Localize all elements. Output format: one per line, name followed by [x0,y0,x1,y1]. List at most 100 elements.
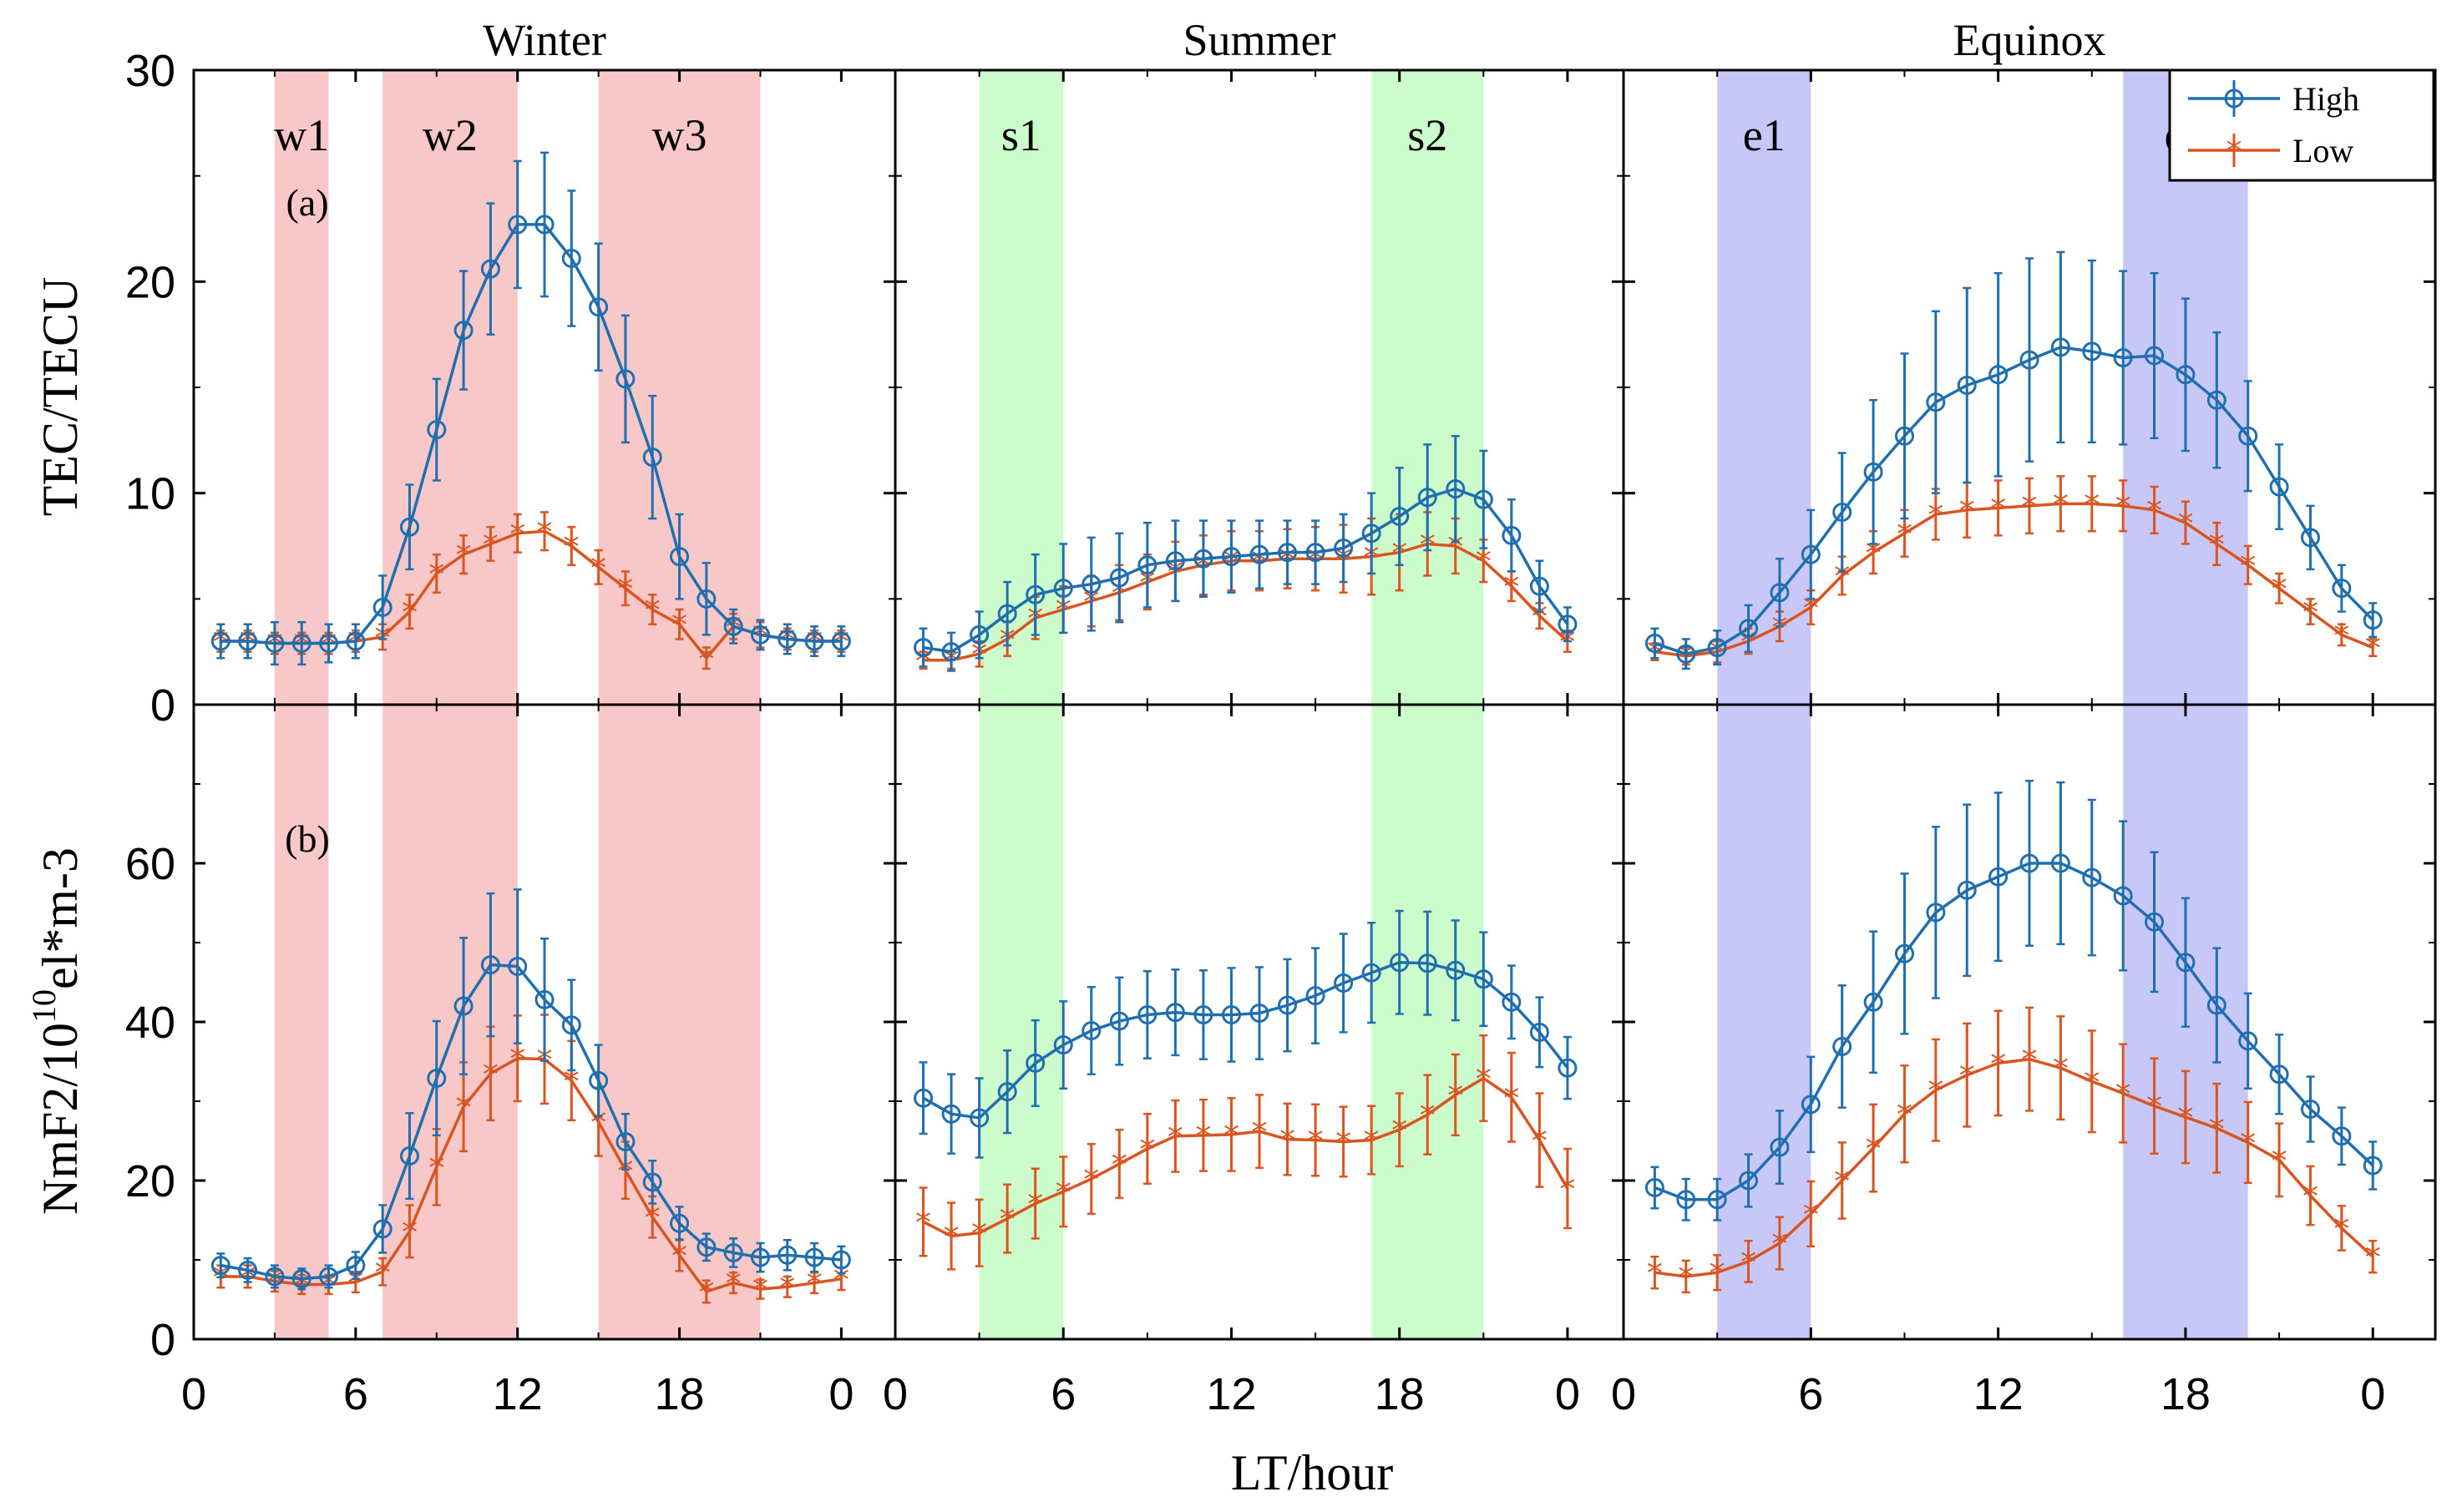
data-point-high [1957,880,1977,900]
data-point-high [210,1256,231,1276]
data-point-low: * [833,1262,849,1298]
data-point-low: * [1223,1117,1239,1154]
data-point-low: * [402,594,418,631]
data-point-high [1417,953,1437,973]
data-point-low: * [698,640,714,677]
data-point-high [238,1260,258,1280]
data-point-high [750,625,770,645]
data-point-low: * [2302,594,2318,631]
data-point-low: * [456,537,472,574]
data-point-low: * [564,528,580,565]
data-point-high [2269,1064,2289,1085]
data-point-high [697,1237,717,1257]
data-point-low: * [1391,1112,1407,1149]
data-point-low: * [2084,1064,2100,1100]
data-point-high [1305,543,1325,563]
data-point-high [778,629,798,649]
data-point-low: * [726,1266,742,1302]
data-point-high [2363,1155,2383,1176]
nmf2-label-suffix: el*m-3 [33,847,88,989]
data-point-low: * [1056,1174,1071,1211]
data-point-high [2238,426,2258,446]
data-point-high [1109,568,1129,588]
data-point-high [1707,1190,1727,1210]
x-tick-label: 0 [1555,1369,1580,1419]
data-point-high [480,259,500,279]
data-point-high [1221,547,1241,567]
nmf2-label-exponent: 10 [25,989,63,1023]
data-point-low: * [2272,571,2287,608]
data-point-low: * [2209,526,2225,563]
data-point-low: * [2177,505,2193,542]
y-tick-label: 0 [150,1315,175,1365]
data-point-high [750,1247,770,1267]
data-point-low: * [1168,1119,1183,1155]
x-tick-label: 0 [2360,1369,2385,1419]
data-point-low: * [2333,617,2349,654]
y-tick-label: 30 [125,46,175,96]
data-point-high [941,642,961,662]
data-point-high [1676,1190,1696,1210]
data-point-low: * [2177,1100,2193,1136]
data-point-high [1249,544,1269,564]
data-point-low: * [2053,1050,2069,1087]
data-point-high [508,215,528,235]
data-point-high [1221,1004,1241,1024]
data-point-low: * [1112,1146,1127,1183]
data-point-high [346,1256,366,1276]
data-point-high [2113,348,2133,368]
data-point-high [1801,1095,1821,1115]
data-point-high [1739,619,1759,639]
data-point-high [804,631,824,651]
data-point-low: * [2272,1142,2287,1179]
data-point-high [2050,337,2070,357]
data-point-high [1926,392,1946,412]
data-point-low: * [1279,1122,1295,1159]
data-point-high [2363,610,2383,630]
legend-box [2168,68,2435,182]
data-point-high [670,547,690,567]
series-line-tec-winter-high [220,223,842,645]
data-point-low: * [428,1150,444,1186]
data-point-high [914,1088,934,1108]
data-point-high [697,589,717,609]
data-point-high [399,1146,419,1166]
data-point-high [1305,986,1325,1006]
data-point-high [1502,525,1522,545]
data-point-high [589,297,609,317]
data-point-low: * [2302,1178,2318,1215]
data-point-low: * [1532,1123,1548,1160]
x-tick-label: 0 [883,1369,908,1419]
data-point-high [1957,375,1977,395]
data-point-low: * [807,1266,823,1302]
data-point-low: * [2240,548,2256,584]
data-point-low: * [1834,1163,1850,1200]
data-point-low: * [1959,1058,1975,1095]
data-point-high [616,369,636,389]
data-point-low: * [2365,1239,2381,1276]
data-point-high [1082,574,1102,594]
data-point-low: * [971,1216,987,1252]
data-point-high [1832,1036,1852,1056]
legend-entry-low: * Low [2188,132,2353,169]
season-title-equinox: Equinox [1953,15,2106,65]
data-point-high [831,631,851,651]
data-point-high [210,631,231,651]
data-point-low: * [617,571,633,608]
data-point-low: * [1559,1171,1575,1208]
data-point-high [1863,992,1883,1012]
data-point-low: * [698,1274,714,1311]
data-point-low: * [645,592,661,629]
season-title-summer: Summer [1183,15,1336,65]
data-point-high [2176,953,2196,973]
data-point-high [2050,853,2070,873]
data-point-low: * [671,1237,687,1274]
data-point-low: * [1420,1097,1436,1134]
data-point-low: * [2115,488,2131,525]
data-point-low: * [1027,1186,1043,1223]
band-label-s1: s1 [1001,110,1041,160]
data-point-low: * [1990,1045,2006,1082]
data-point-low: * [590,1105,606,1141]
data-point-high [941,1104,961,1124]
data-point-low: * [1803,1196,1819,1233]
